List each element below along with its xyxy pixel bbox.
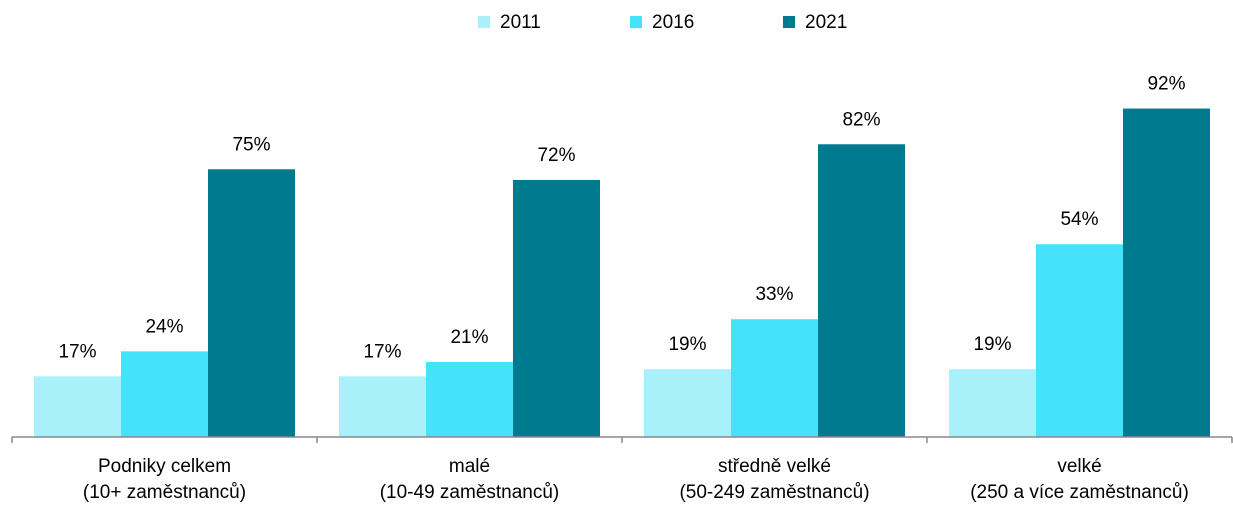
- legend-swatch: [478, 16, 490, 28]
- legend-label: 2016: [652, 12, 694, 33]
- x-tick-label: (250 a více zaměstnanců): [970, 482, 1189, 503]
- bar: [513, 179, 600, 437]
- legend-label: 2011: [500, 12, 541, 33]
- bar: [426, 362, 513, 437]
- bar: [121, 351, 208, 437]
- value-label: 75%: [232, 134, 270, 155]
- bar: [1036, 244, 1123, 437]
- value-label: 17%: [58, 341, 96, 362]
- bar: [34, 376, 121, 437]
- x-tick-label: (10-49 zaměstnanců): [380, 482, 560, 503]
- bar: [731, 319, 818, 437]
- bar: [949, 369, 1036, 437]
- legend-swatch: [630, 16, 642, 28]
- value-label: 82%: [842, 109, 880, 130]
- bar: [818, 144, 905, 437]
- bar: [208, 169, 295, 437]
- x-tick-label: velké: [1057, 456, 1101, 477]
- value-label: 33%: [755, 284, 793, 305]
- x-tick-label: Podniky celkem: [98, 456, 231, 477]
- value-label: 54%: [1060, 209, 1098, 230]
- x-tick-label: (50-249 zaměstnanců): [679, 482, 869, 503]
- value-label: 21%: [450, 327, 488, 348]
- value-label: 92%: [1147, 74, 1185, 95]
- x-tick-label: středně velké: [718, 456, 831, 477]
- value-label: 17%: [363, 341, 401, 362]
- value-label: 19%: [973, 334, 1011, 355]
- value-label: 72%: [537, 145, 575, 166]
- value-label: 19%: [668, 334, 706, 355]
- bar: [1123, 108, 1210, 437]
- bar: [644, 369, 731, 437]
- bar: [339, 376, 426, 437]
- value-label: 24%: [145, 316, 183, 337]
- legend-label: 2021: [805, 12, 847, 33]
- legend-swatch: [783, 16, 795, 28]
- x-tick-label: (10+ zaměstnanců): [83, 482, 246, 503]
- x-tick-label: malé: [449, 456, 490, 477]
